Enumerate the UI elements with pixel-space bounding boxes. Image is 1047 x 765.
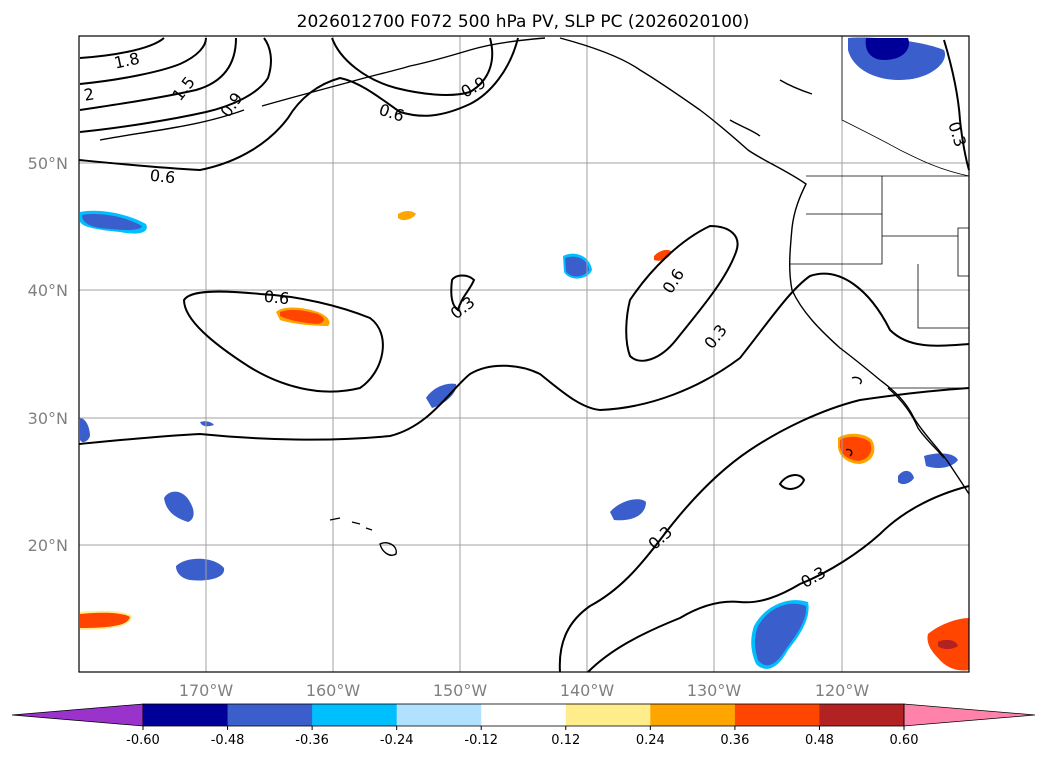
contour-label: 1.8 bbox=[112, 49, 141, 73]
contour-0.3 bbox=[450, 274, 476, 312]
colorbar-tick-label: -0.12 bbox=[464, 733, 498, 748]
pv-blob-pos bbox=[654, 249, 672, 261]
colorbar-segment bbox=[650, 704, 736, 726]
lat-label: 20°N bbox=[28, 536, 68, 555]
pv-blob-neg bbox=[426, 383, 457, 408]
latitude-labels: 50°N 40°N 30°N 20°N bbox=[28, 154, 68, 555]
contour-1.2 bbox=[79, 37, 237, 111]
colorbar-frame bbox=[142, 703, 905, 727]
slp-contours bbox=[78, 37, 970, 673]
colorbar-tick-label: 0.60 bbox=[890, 733, 919, 748]
map-panel: 1.8 1.5 2 0.9 0.9 0.6 0.6 0.3 0.6 0.3 0.… bbox=[78, 35, 970, 673]
coastline-aleutian bbox=[99, 109, 245, 141]
pv-blob-neg bbox=[610, 499, 646, 521]
lon-label: 130°W bbox=[687, 681, 742, 700]
pv-blob-pos-dark bbox=[938, 639, 958, 649]
colorbar-tick-label: 0.12 bbox=[551, 733, 580, 748]
contour-label: 0.6 bbox=[149, 166, 176, 188]
border-bc-alberta bbox=[841, 36, 970, 177]
contour-0.3 bbox=[587, 485, 970, 673]
contour-label: 0.6 bbox=[263, 287, 290, 309]
lon-label: 170°W bbox=[179, 681, 234, 700]
map-frame bbox=[78, 35, 970, 673]
pv-blob-pos bbox=[280, 309, 324, 324]
colorbar-tick-label: -0.36 bbox=[295, 733, 329, 748]
coastline-inlet bbox=[729, 79, 813, 137]
colorbar-tick-label: -0.60 bbox=[126, 733, 160, 748]
lat-label: 30°N bbox=[28, 409, 68, 428]
lat-label: 50°N bbox=[28, 154, 68, 173]
pv-blob-neg bbox=[755, 603, 807, 666]
pv-shading bbox=[80, 37, 969, 671]
contour-label: 2 bbox=[82, 84, 95, 104]
graticule bbox=[79, 36, 969, 672]
contour-0.3 bbox=[78, 272, 970, 445]
contour-0.3-right bbox=[943, 39, 970, 171]
pv-blob-neg bbox=[565, 256, 589, 277]
colorbar-tick-label: -0.48 bbox=[211, 733, 245, 748]
pv-blob-neg bbox=[82, 214, 142, 230]
lon-label: 150°W bbox=[433, 681, 488, 700]
colorbar-tick-label: 0.36 bbox=[720, 733, 749, 748]
pv-blob-neg bbox=[80, 418, 90, 443]
pv-blob-neg bbox=[176, 558, 225, 581]
lon-label: 140°W bbox=[560, 681, 615, 700]
map-background bbox=[79, 36, 969, 672]
longitude-labels: 170°W 160°W 150°W 140°W 130°W 120°W bbox=[179, 681, 870, 700]
pv-blob-neg bbox=[164, 491, 194, 522]
colorbar-segment bbox=[227, 704, 313, 726]
border-states bbox=[790, 176, 969, 329]
colorbar-segment bbox=[565, 704, 651, 726]
colorbar-segment bbox=[819, 704, 905, 726]
contour-0.9 bbox=[79, 37, 272, 133]
contour-0.6 bbox=[78, 37, 519, 172]
colorbar-segment bbox=[143, 704, 229, 726]
pv-blob-neg bbox=[200, 421, 214, 427]
contour-0.3 bbox=[778, 474, 806, 490]
contour-0.3 bbox=[558, 387, 970, 673]
colorbar-tick-label: 0.48 bbox=[805, 733, 834, 748]
colorbar-segment bbox=[312, 704, 398, 726]
colorbar-extend-high bbox=[903, 703, 1036, 727]
coastline-hawaii bbox=[329, 517, 397, 556]
coastline-baja bbox=[887, 387, 945, 459]
coastline-north-america bbox=[559, 37, 970, 495]
map-title: 2026012700 F072 500 hPa PV, SLP PC (2026… bbox=[297, 12, 750, 32]
colorbar-segment bbox=[396, 704, 482, 726]
colorbar-tick-label: -0.24 bbox=[380, 733, 414, 748]
colorbar-segment bbox=[734, 704, 820, 726]
lat-label: 40°N bbox=[28, 281, 68, 300]
pv-blob-neg-dark bbox=[865, 38, 909, 60]
contour-1.8 bbox=[79, 37, 165, 59]
colorbar-segment bbox=[481, 704, 567, 726]
colorbar: -0.60 -0.48 -0.36 -0.24 -0.12 0.12 0.24 0.36 0.4… bbox=[11, 703, 1036, 748]
coastline-island bbox=[845, 448, 853, 457]
political-borders bbox=[790, 36, 970, 389]
contour-0.9 bbox=[331, 37, 494, 96]
pv-blob-neg bbox=[898, 470, 914, 485]
pv-blob-pos bbox=[840, 436, 872, 461]
lon-label: 160°W bbox=[306, 681, 361, 700]
lon-label: 120°W bbox=[815, 681, 870, 700]
coastline-island bbox=[851, 376, 862, 385]
colorbar-extend-low bbox=[11, 703, 144, 727]
contour-0.6 bbox=[182, 290, 384, 393]
colorbar-tick-label: 0.24 bbox=[636, 733, 665, 748]
pv-blob-pos bbox=[398, 211, 416, 221]
contour-0.6 bbox=[625, 224, 739, 362]
pv-blob-pos bbox=[80, 612, 130, 628]
contour-1.5 bbox=[79, 37, 207, 85]
